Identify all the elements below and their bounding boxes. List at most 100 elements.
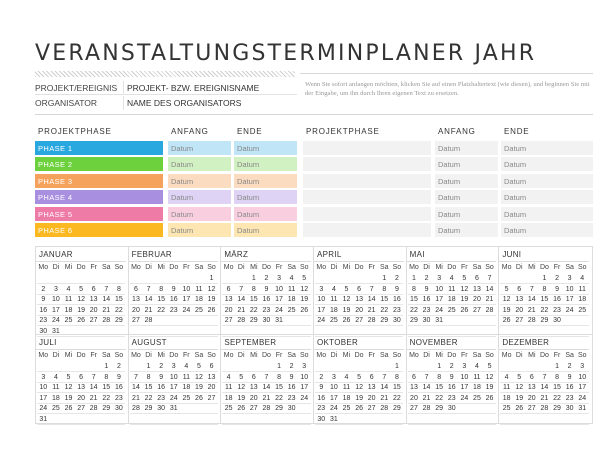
day-cell[interactable]: 9 xyxy=(37,294,50,306)
day-cell[interactable]: 21 xyxy=(538,393,551,404)
day-cell[interactable] xyxy=(87,326,100,337)
day-cell[interactable] xyxy=(538,361,551,372)
day-cell[interactable]: 2 xyxy=(112,361,126,372)
day-cell[interactable]: 6 xyxy=(470,273,484,284)
day-cell[interactable] xyxy=(37,361,50,372)
day-cell[interactable]: 10 xyxy=(167,372,181,383)
day-cell[interactable] xyxy=(445,414,459,425)
day-cell[interactable]: 25 xyxy=(222,403,235,415)
day-cell[interactable]: 9 xyxy=(167,284,181,295)
day-cell[interactable]: 4 xyxy=(180,361,193,372)
day-cell[interactable]: 8 xyxy=(390,372,404,383)
day-cell[interactable]: 31 xyxy=(49,326,63,337)
day-cell[interactable] xyxy=(129,273,143,284)
day-cell[interactable]: 3 xyxy=(458,361,471,372)
day-cell[interactable]: 9 xyxy=(445,372,459,383)
right-phase-end-date-2[interactable]: Datum xyxy=(501,157,593,172)
right-phase-start-date-4[interactable]: Datum xyxy=(435,190,498,205)
day-cell[interactable]: 5 xyxy=(458,273,471,284)
day-cell[interactable]: 12 xyxy=(340,294,353,306)
day-cell[interactable]: 17 xyxy=(315,305,328,316)
day-cell[interactable]: 25 xyxy=(62,315,75,327)
day-cell[interactable] xyxy=(297,414,311,425)
day-cell[interactable]: 11 xyxy=(180,372,193,383)
day-cell[interactable]: 11 xyxy=(62,294,75,306)
day-cell[interactable]: 6 xyxy=(205,361,218,372)
phase-end-date-6[interactable]: Datum xyxy=(234,223,297,237)
day-cell[interactable] xyxy=(180,326,193,337)
day-cell[interactable]: 14 xyxy=(100,294,113,306)
day-cell[interactable]: 11 xyxy=(285,284,298,295)
day-cell[interactable]: 24 xyxy=(432,305,446,316)
day-cell[interactable]: 13 xyxy=(365,382,378,394)
day-cell[interactable] xyxy=(260,326,273,337)
day-cell[interactable]: 14 xyxy=(538,382,551,394)
day-cell[interactable] xyxy=(365,414,378,425)
day-cell[interactable]: 17 xyxy=(167,382,181,394)
day-cell[interactable]: 13 xyxy=(87,294,100,306)
day-cell[interactable] xyxy=(272,414,286,425)
day-cell[interactable]: 4 xyxy=(500,372,513,383)
day-cell[interactable] xyxy=(100,273,113,284)
day-cell[interactable]: 16 xyxy=(37,305,50,316)
day-cell[interactable]: 20 xyxy=(512,305,526,316)
day-cell[interactable]: 14 xyxy=(129,382,143,394)
day-cell[interactable] xyxy=(180,403,193,415)
day-cell[interactable]: 14 xyxy=(525,294,539,306)
day-cell[interactable]: 28 xyxy=(483,305,496,316)
day-cell[interactable] xyxy=(142,273,155,284)
day-cell[interactable]: 10 xyxy=(37,382,50,394)
day-cell[interactable]: 15 xyxy=(154,294,168,306)
day-cell[interactable]: 17 xyxy=(49,305,63,316)
day-cell[interactable] xyxy=(192,403,206,415)
day-cell[interactable] xyxy=(445,315,459,327)
day-cell[interactable]: 18 xyxy=(192,294,206,306)
day-cell[interactable] xyxy=(112,414,126,425)
day-cell[interactable]: 10 xyxy=(327,382,341,394)
day-cell[interactable]: 30 xyxy=(563,403,576,415)
day-cell[interactable]: 21 xyxy=(260,393,273,404)
day-cell[interactable]: 12 xyxy=(458,284,471,295)
day-cell[interactable]: 22 xyxy=(538,305,551,316)
day-cell[interactable]: 24 xyxy=(49,315,63,327)
day-cell[interactable]: 31 xyxy=(167,403,181,415)
day-cell[interactable]: 13 xyxy=(352,294,366,306)
day-cell[interactable]: 24 xyxy=(315,315,328,327)
day-cell[interactable]: 21 xyxy=(420,393,433,404)
phase-name-6[interactable]: PHASE 6 xyxy=(35,223,163,237)
day-cell[interactable] xyxy=(192,315,206,327)
day-cell[interactable] xyxy=(315,326,328,337)
day-cell[interactable]: 22 xyxy=(154,305,168,316)
day-cell[interactable]: 4 xyxy=(470,361,484,372)
day-cell[interactable]: 28 xyxy=(129,403,143,415)
day-cell[interactable]: 23 xyxy=(260,305,273,316)
day-cell[interactable]: 1 xyxy=(378,273,391,284)
day-cell[interactable]: 16 xyxy=(167,294,181,306)
day-cell[interactable]: 10 xyxy=(272,284,286,295)
day-cell[interactable]: 15 xyxy=(378,294,391,306)
day-cell[interactable] xyxy=(420,326,433,337)
day-cell[interactable]: 19 xyxy=(192,382,206,394)
day-cell[interactable]: 2 xyxy=(315,372,328,383)
day-cell[interactable]: 4 xyxy=(575,273,589,284)
phase-name-1[interactable]: PHASE 1 xyxy=(35,141,163,155)
day-cell[interactable]: 22 xyxy=(142,393,155,404)
day-cell[interactable] xyxy=(37,273,50,284)
phase-name-2[interactable]: PHASE 2 xyxy=(35,157,163,172)
day-cell[interactable]: 1 xyxy=(205,273,218,284)
day-cell[interactable]: 22 xyxy=(100,393,113,404)
day-cell[interactable]: 21 xyxy=(234,305,248,316)
day-cell[interactable]: 14 xyxy=(234,294,248,306)
day-cell[interactable] xyxy=(352,326,366,337)
right-phase-name-1[interactable] xyxy=(303,141,431,155)
day-cell[interactable]: 10 xyxy=(315,294,328,306)
day-cell[interactable]: 10 xyxy=(458,372,471,383)
day-cell[interactable]: 20 xyxy=(470,294,484,306)
day-cell[interactable]: 1 xyxy=(142,361,155,372)
day-cell[interactable] xyxy=(483,315,496,327)
day-cell[interactable] xyxy=(458,403,471,415)
day-cell[interactable] xyxy=(352,361,366,372)
day-cell[interactable]: 29 xyxy=(550,403,564,415)
day-cell[interactable]: 28 xyxy=(538,403,551,415)
day-cell[interactable]: 3 xyxy=(575,361,589,372)
